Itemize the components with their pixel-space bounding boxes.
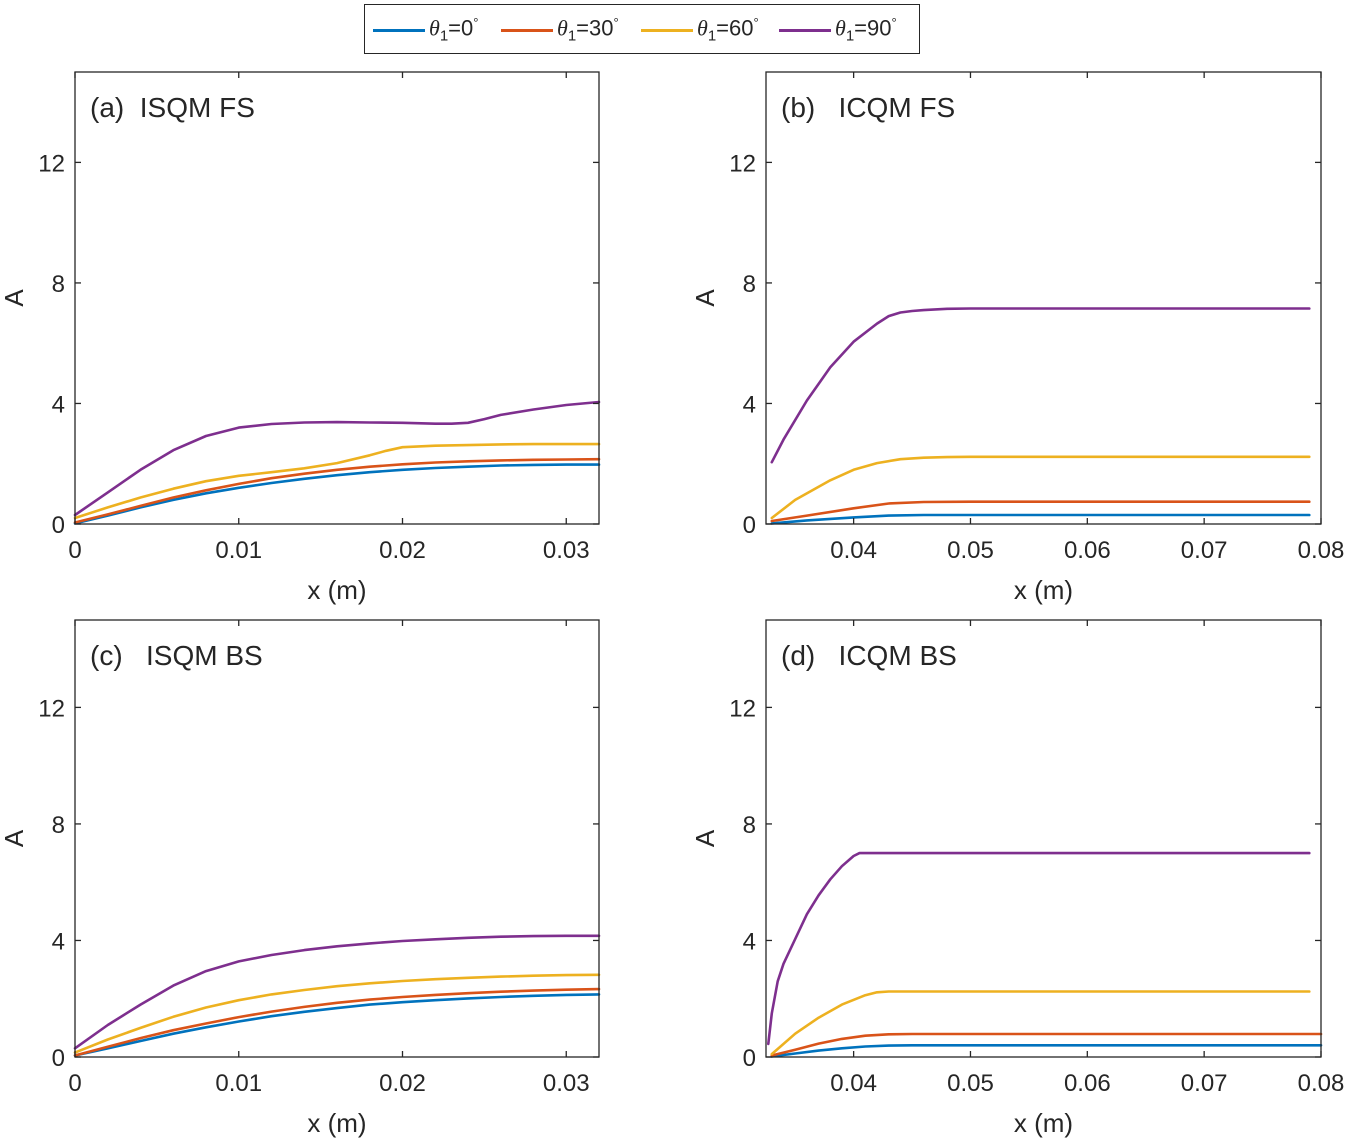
legend-entry-theta30: θ1=30° bbox=[501, 5, 619, 55]
y-tick-label: 4 bbox=[52, 391, 65, 418]
series-line-2 bbox=[770, 455, 1311, 520]
x-tick-label: 0.04 bbox=[830, 1070, 877, 1097]
series-line-1 bbox=[73, 457, 601, 524]
series-line-1 bbox=[73, 987, 601, 1057]
x-axis-label: x (m) bbox=[1014, 1108, 1073, 1138]
series-line-0 bbox=[73, 463, 601, 525]
x-tick-label: 0.05 bbox=[947, 537, 994, 564]
x-tick-label: 0 bbox=[68, 537, 81, 564]
x-tick-label: 0.07 bbox=[1181, 537, 1228, 564]
panel-title: (d) ICQM BS bbox=[781, 640, 957, 671]
x-axis-label: x (m) bbox=[1014, 575, 1073, 605]
x-tick-label: 0.08 bbox=[1298, 537, 1345, 564]
legend-label: θ1=60° bbox=[697, 15, 759, 45]
y-axis-label: A bbox=[0, 829, 29, 847]
subplot-a: 0 0.01 0.02 0.03 0 4 8 12 x (m) A (a) ISQM FS bbox=[0, 71, 601, 605]
series-line-3 bbox=[770, 307, 1311, 464]
y-tick-label: 12 bbox=[38, 150, 65, 177]
x-tick-label: 0.06 bbox=[1064, 537, 1111, 564]
y-axis-label: A bbox=[690, 289, 720, 307]
x-axis-label: x (m) bbox=[307, 575, 366, 605]
series-line-1 bbox=[770, 500, 1311, 523]
subplot-d: 0.04 0.05 0.06 0.07 0.08 0 4 8 12 x (m) A (d) ICQM … bbox=[690, 619, 1345, 1138]
legend-entry-theta60: θ1=60° bbox=[641, 5, 759, 55]
x-tick-label: 0.05 bbox=[947, 1070, 994, 1097]
series-line-2 bbox=[770, 990, 1311, 1056]
y-tick-label: 8 bbox=[743, 812, 756, 839]
x-tick-label: 0 bbox=[68, 1070, 81, 1097]
y-tick-label: 8 bbox=[52, 812, 65, 839]
x-tick-label: 0.03 bbox=[543, 537, 590, 564]
legend-label: θ1=0° bbox=[429, 15, 479, 45]
subplot-c: 0 0.01 0.02 0.03 0 4 8 12 x (m) A (c) ISQM BS bbox=[0, 619, 601, 1138]
series-line-0 bbox=[770, 513, 1311, 525]
y-axis-label: A bbox=[690, 829, 720, 847]
legend-swatch bbox=[779, 28, 831, 32]
legend-label: θ1=90° bbox=[835, 15, 897, 45]
y-tick-label: 0 bbox=[52, 1045, 65, 1072]
x-tick-label: 0.06 bbox=[1064, 1070, 1111, 1097]
y-tick-label: 8 bbox=[52, 271, 65, 298]
y-tick-label: 4 bbox=[52, 928, 65, 955]
axes-box bbox=[74, 619, 600, 1058]
legend-swatch bbox=[373, 28, 425, 32]
y-tick-label: 12 bbox=[729, 150, 756, 177]
x-tick-label: 0.03 bbox=[543, 1070, 590, 1097]
series-line-1 bbox=[770, 1032, 1323, 1057]
panel-title: (b) ICQM FS bbox=[781, 92, 955, 123]
legend-swatch bbox=[501, 28, 553, 32]
series-line-0 bbox=[73, 993, 601, 1057]
series-line-2 bbox=[73, 442, 601, 520]
x-tick-label: 0.08 bbox=[1298, 1070, 1345, 1097]
y-tick-label: 0 bbox=[52, 512, 65, 539]
y-tick-label: 4 bbox=[743, 928, 756, 955]
x-tick-label: 0.02 bbox=[379, 1070, 426, 1097]
y-axis-label: A bbox=[0, 289, 29, 307]
series-line-3 bbox=[766, 851, 1311, 1046]
panel-title: (c) ISQM BS bbox=[90, 640, 263, 671]
panel-title: (a) ISQM FS bbox=[90, 92, 255, 123]
y-tick-label: 4 bbox=[743, 391, 756, 418]
legend-entry-theta90: θ1=90° bbox=[779, 5, 897, 55]
legend-entry-theta0: θ1=0° bbox=[373, 5, 478, 55]
y-tick-label: 12 bbox=[38, 695, 65, 722]
x-tick-label: 0.01 bbox=[215, 537, 262, 564]
y-tick-label: 0 bbox=[743, 512, 756, 539]
x-tick-label: 0.02 bbox=[379, 537, 426, 564]
series-line-3 bbox=[73, 400, 601, 517]
y-tick-label: 0 bbox=[743, 1045, 756, 1072]
x-axis-label: x (m) bbox=[307, 1108, 366, 1138]
y-tick-label: 8 bbox=[743, 271, 756, 298]
series-line-2 bbox=[73, 973, 601, 1054]
axes-box bbox=[74, 71, 600, 525]
chart-legend: θ1=0° θ1=30° θ1=60° θ1=90° bbox=[364, 4, 920, 54]
series-line-0 bbox=[770, 1044, 1323, 1058]
x-tick-label: 0.01 bbox=[215, 1070, 262, 1097]
x-tick-label: 0.04 bbox=[830, 537, 877, 564]
subplot-b: 0.04 0.05 0.06 0.07 0.08 0 4 8 12 x (m) A (b) ICQM … bbox=[690, 71, 1345, 605]
axes-box bbox=[765, 619, 1322, 1058]
series-line-3 bbox=[73, 934, 601, 1050]
axes-box bbox=[765, 71, 1322, 525]
y-tick-label: 12 bbox=[729, 695, 756, 722]
legend-label: θ1=30° bbox=[557, 15, 619, 45]
legend-swatch bbox=[641, 28, 693, 32]
x-tick-label: 0.07 bbox=[1181, 1070, 1228, 1097]
